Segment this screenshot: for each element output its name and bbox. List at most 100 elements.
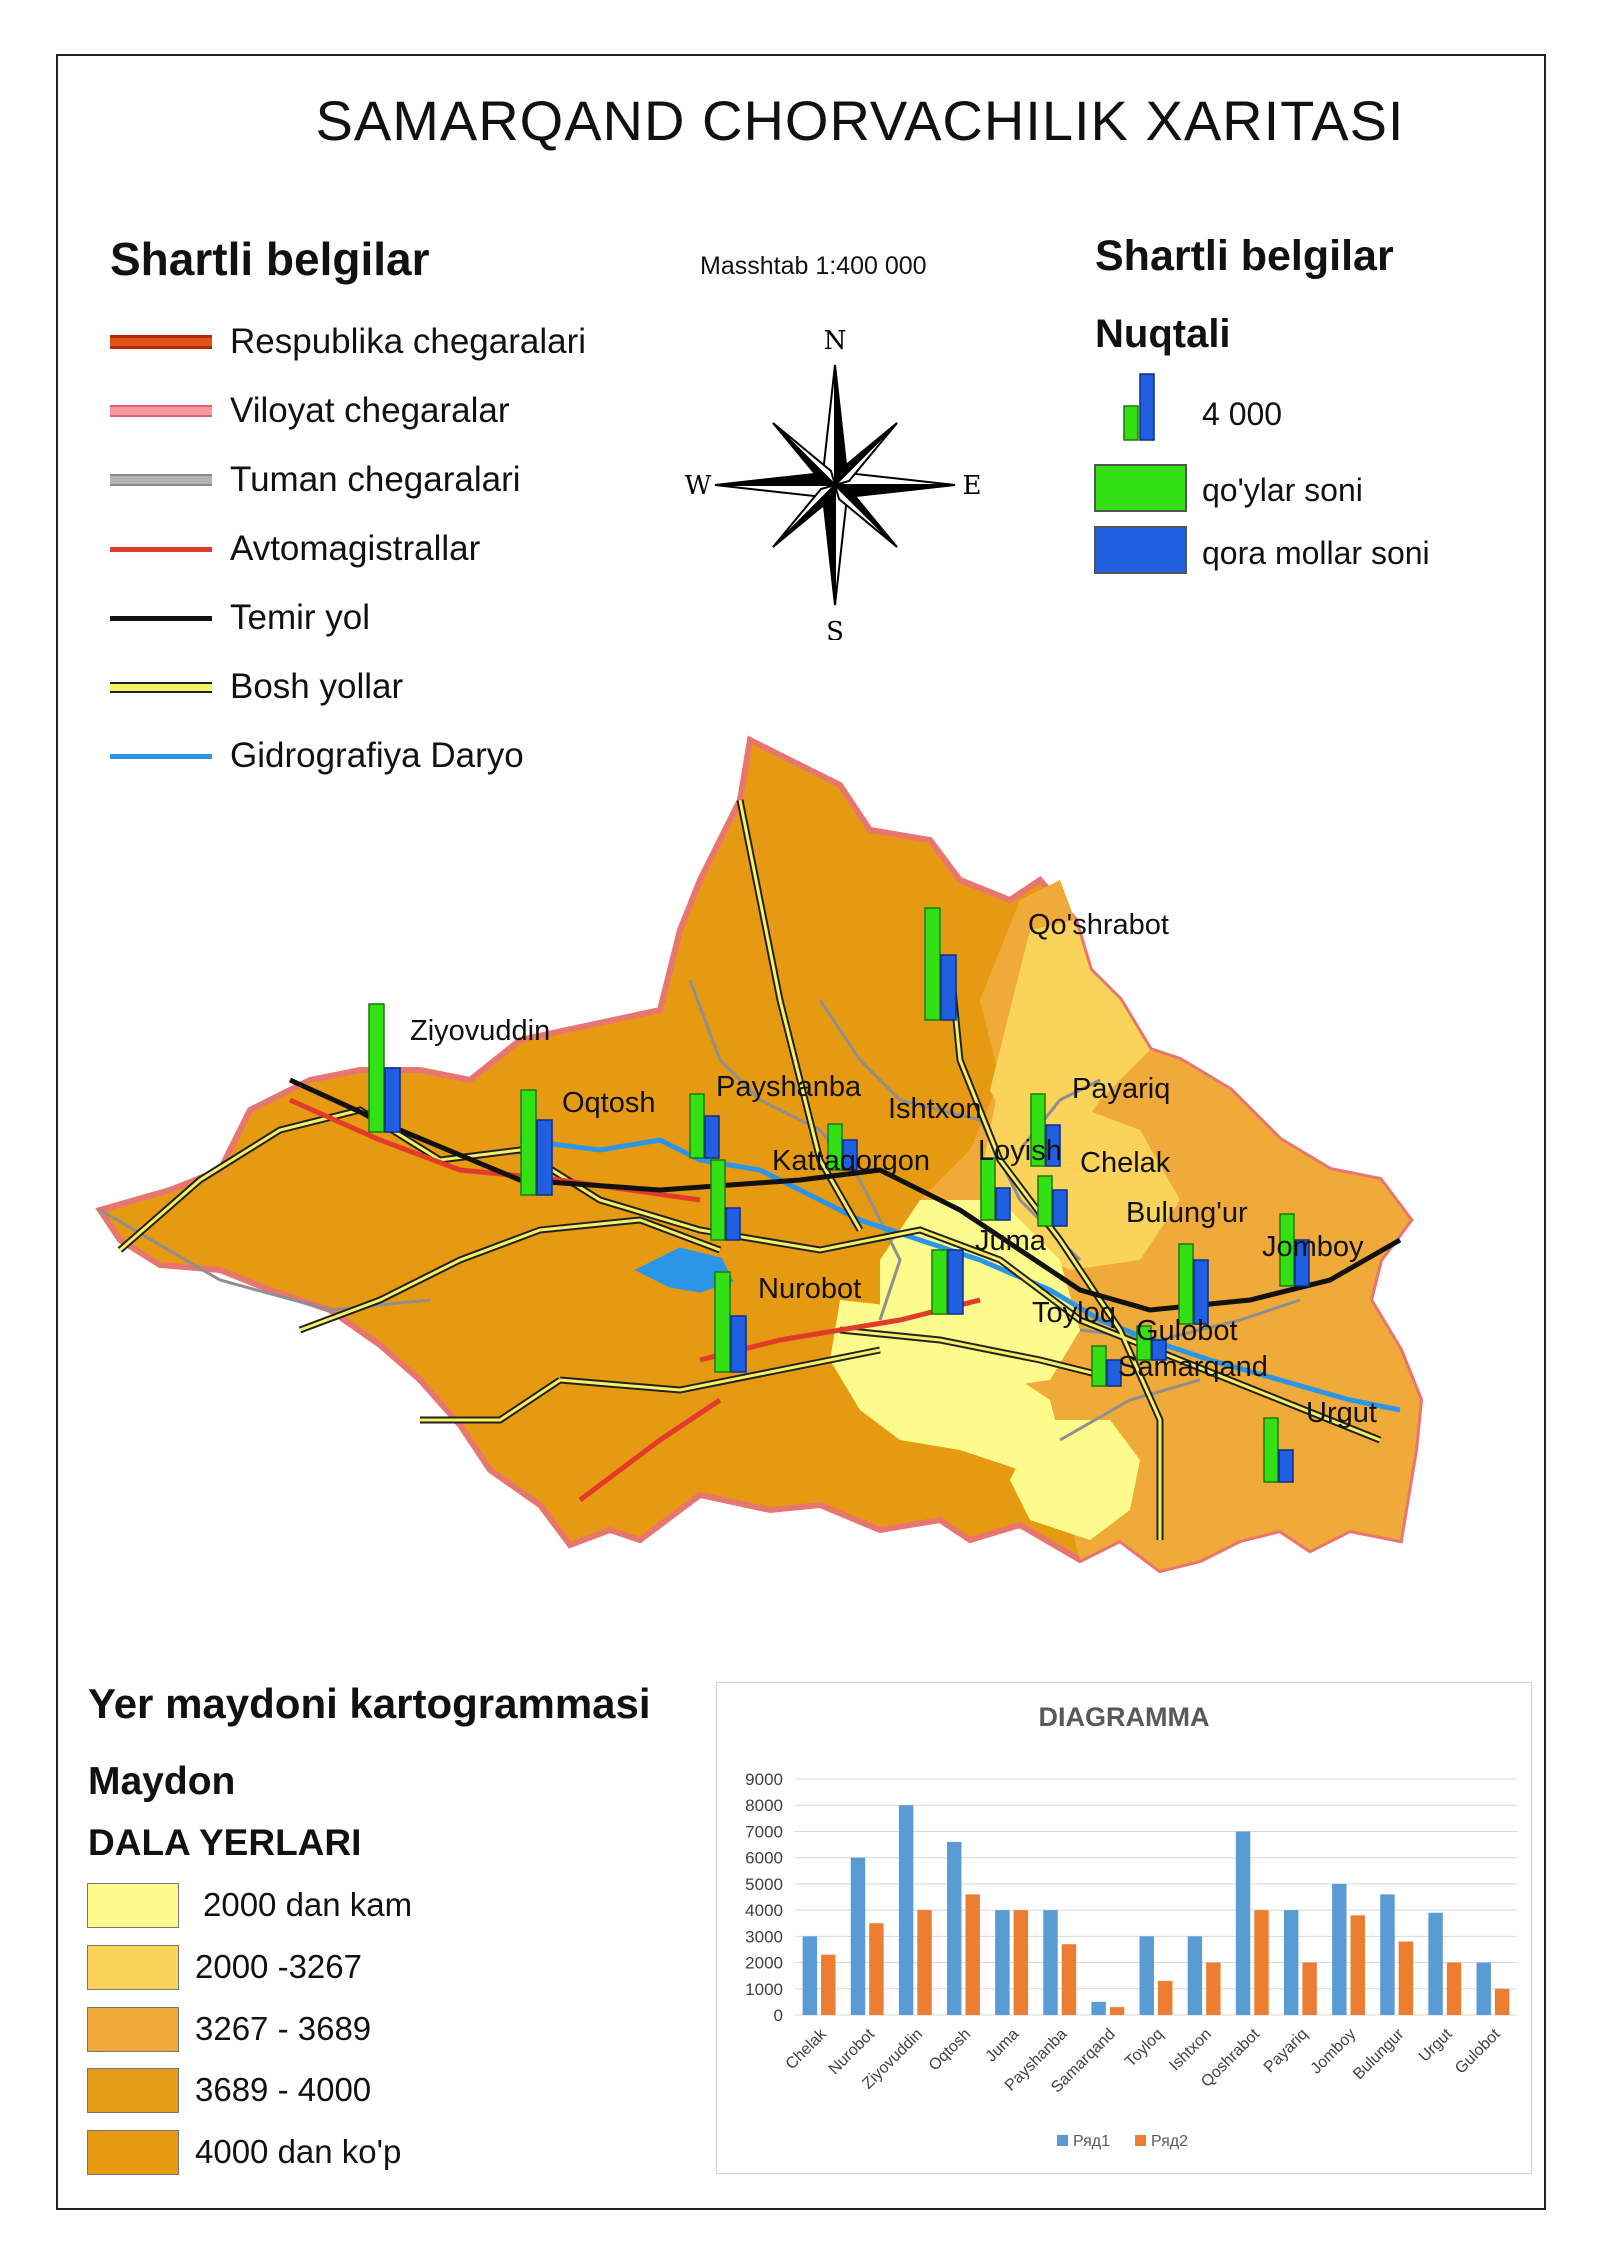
bar-samarqand bbox=[1091, 1345, 1122, 1387]
district-toyloq bbox=[830, 1300, 1060, 1470]
cartogram-swatch-5 bbox=[87, 2130, 179, 2175]
cartogram-label-5: 4000 dan ko'p bbox=[195, 2133, 402, 2170]
bar-2-oqtosh bbox=[965, 1894, 980, 2015]
compass-n: N bbox=[824, 330, 847, 356]
map-label-ishtxon: Ishtxon bbox=[888, 1093, 982, 1125]
map-label-nurobot: Nurobot bbox=[758, 1273, 861, 1305]
y-tick-label: 9000 bbox=[745, 1770, 783, 1789]
sheep-label: qo'ylar soni bbox=[1202, 472, 1363, 508]
y-tick-label: 5000 bbox=[745, 1875, 783, 1894]
bar-gulobot bbox=[1136, 1325, 1167, 1361]
map-title: SAMARQAND CHORVACHILIK XARITASI bbox=[315, 89, 1405, 152]
legend-label-series-2: Ряд2 bbox=[1151, 2133, 1188, 2150]
bar-2-qoshrabot bbox=[1254, 1910, 1269, 2015]
y-tick-label: 1000 bbox=[745, 1980, 783, 1999]
legend-label: Gidrografiya Daryo bbox=[230, 736, 524, 775]
map-label-loyish: Loyish bbox=[978, 1135, 1062, 1167]
legend-item-highway: Avtomagistrallar bbox=[110, 529, 480, 569]
x-tick-label: Oqtosh bbox=[926, 2026, 975, 2075]
legend-left-heading: Shartli belgilar bbox=[110, 233, 430, 285]
bar-2-gulobot bbox=[1494, 1988, 1510, 2015]
y-tick-label: 8000 bbox=[745, 1796, 783, 1815]
map-label-payshanba: Payshanba bbox=[716, 1071, 862, 1103]
legend-label: Respublika chegaralari bbox=[230, 322, 587, 361]
bar-2-nurobot bbox=[869, 1923, 884, 2015]
bar-2-samarqand bbox=[1109, 2007, 1125, 2015]
railway bbox=[288, 1077, 1402, 1313]
legend-item-river: Gidrografiya Daryo bbox=[110, 736, 524, 776]
y-tick-label: 0 bbox=[774, 2006, 783, 2025]
bar-jomboy bbox=[1279, 1213, 1310, 1287]
map-label-chelak: Chelak bbox=[1080, 1147, 1171, 1179]
map-label-kattaqorgon: Kattaqorgon bbox=[772, 1145, 930, 1177]
map-label-jomboy: Jomboy bbox=[1262, 1231, 1364, 1263]
bar-2-payariq bbox=[1302, 1962, 1317, 2015]
map-label-toyloq: Toyloq bbox=[1032, 1297, 1116, 1329]
map-label-payariq: Payariq bbox=[1072, 1073, 1170, 1105]
compass-s: S bbox=[826, 617, 844, 640]
bar-2-payshanba bbox=[1061, 1944, 1077, 2015]
legend-label-series-1: Ряд1 bbox=[1073, 2133, 1110, 2150]
bar-symbol-value: 4 000 bbox=[1202, 396, 1283, 432]
bar-2-juma bbox=[1013, 1910, 1029, 2015]
bar-nurobot bbox=[714, 1271, 747, 1373]
bar-symbol-icon bbox=[1123, 373, 1155, 441]
legend-right-heading: Shartli belgilar bbox=[1095, 232, 1394, 280]
cartogram-label-1: 2000 dan kam bbox=[203, 1886, 413, 1923]
bar-1-chelak bbox=[802, 1936, 818, 2015]
bar-kattaqorgon bbox=[827, 1123, 858, 1171]
bar-1-bulungur bbox=[1380, 1894, 1395, 2015]
bar-chelak bbox=[1037, 1175, 1068, 1227]
district-border-line-icon bbox=[110, 474, 212, 486]
sheep-swatch bbox=[1094, 464, 1187, 512]
bar-2-urgut bbox=[1446, 1962, 1462, 2015]
x-tick-label: Payariq bbox=[1261, 2026, 1311, 2076]
bar-urgut bbox=[1263, 1417, 1294, 1483]
bar-1-qoshrabot bbox=[1235, 1831, 1251, 2015]
map-label-gulobot: Gulobot bbox=[1136, 1315, 1238, 1347]
diagram-chart: DIAGRAMMA 0 1000 2000 3000 4000 5000 6000 7000 8… bbox=[716, 1682, 1532, 2174]
x-tick-label: Gulobot bbox=[1452, 2025, 1504, 2077]
cattle-swatch bbox=[1094, 526, 1187, 574]
map-label-samarqand: Samarqand bbox=[1118, 1351, 1268, 1383]
y-tick-label: 3000 bbox=[745, 1927, 783, 1946]
y-tick-label: 6000 bbox=[745, 1849, 783, 1868]
bar-1-oqtosh bbox=[947, 1841, 962, 2015]
district-bars bbox=[368, 907, 1310, 1483]
legend-label: Avtomagistrallar bbox=[230, 529, 481, 568]
legend-item-railway: Temir yol bbox=[110, 598, 370, 638]
bar-1-payariq bbox=[1283, 1910, 1299, 2015]
map-label-urgut: Urgut bbox=[1306, 1397, 1377, 1429]
legend-swatch-series-1 bbox=[1057, 2135, 1068, 2146]
bar-1-ishtxon bbox=[1187, 1936, 1203, 2015]
x-tick-label: Chelak bbox=[783, 2025, 831, 2073]
bar-qoshrabot bbox=[924, 907, 957, 1021]
map-label-bulungur: Bulung'ur bbox=[1126, 1197, 1248, 1229]
chart-title: DIAGRAMMA bbox=[1039, 1702, 1210, 1732]
bar-juma bbox=[931, 1249, 964, 1315]
scale-label: Masshtab 1:400 000 bbox=[700, 252, 927, 280]
legend-label: Tuman chegaralari bbox=[230, 460, 521, 499]
cartogram-swatch-2 bbox=[87, 1945, 179, 1990]
legend-label: Bosh yollar bbox=[230, 667, 404, 706]
bar-oqtosh bbox=[520, 1089, 553, 1196]
cartogram-subtitle: Maydon bbox=[88, 1760, 236, 1803]
bar-1-urgut bbox=[1428, 1912, 1443, 2015]
bar-ishtxon bbox=[980, 1157, 1011, 1221]
bar-2-bulungur bbox=[1398, 1941, 1414, 2015]
cartogram-label-3: 3267 - 3689 bbox=[195, 2010, 372, 2047]
compass-w: W bbox=[685, 471, 712, 501]
map-label-juma: Juma bbox=[975, 1225, 1047, 1257]
region-border-line-icon bbox=[110, 405, 212, 417]
compass-rose-icon: N S E W bbox=[685, 330, 982, 640]
legend-label: Viloyat chegaralar bbox=[230, 391, 510, 430]
map-label-qoshrabot: Qo'shrabot bbox=[1028, 909, 1169, 941]
bar-payshanba bbox=[689, 1093, 720, 1159]
bar-2-toyloq bbox=[1158, 1980, 1173, 2015]
cartogram-category: DALA YERLARI bbox=[88, 1822, 362, 1863]
cartogram-label-4: 3689 - 4000 bbox=[195, 2071, 372, 2108]
bar-1-gulobot bbox=[1476, 1962, 1491, 2015]
highway-line-icon bbox=[110, 546, 212, 552]
republic-border-line-icon bbox=[110, 335, 212, 349]
map-label-ziyovuddin: Ziyovuddin bbox=[410, 1015, 550, 1047]
